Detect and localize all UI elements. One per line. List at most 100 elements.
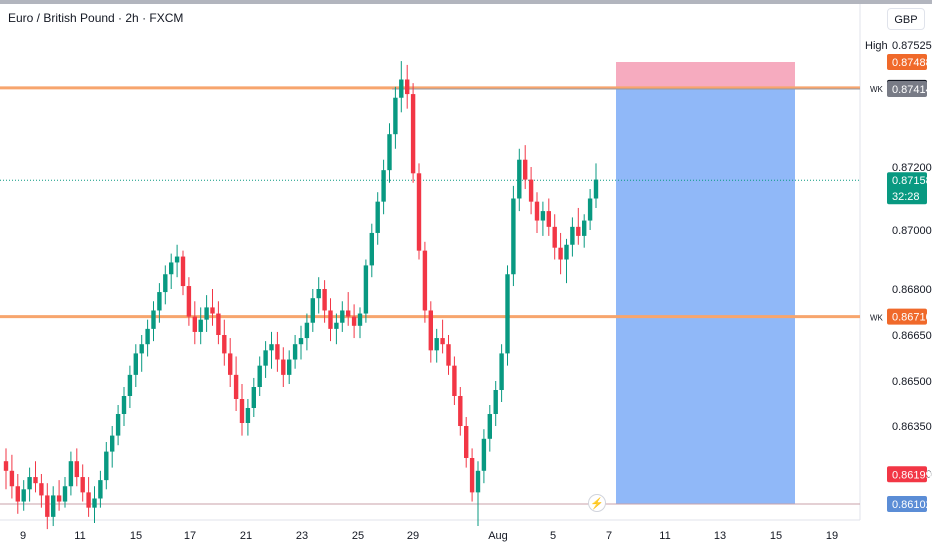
price-label-text: 0.87488 [892, 57, 932, 69]
candle-body [39, 483, 44, 496]
take-profit-zone [616, 88, 795, 505]
time-tick-label: 5 [550, 530, 556, 542]
candle-body [399, 79, 404, 98]
candle-body [104, 451, 109, 481]
candle-body [464, 426, 469, 458]
candle-body [257, 365, 262, 387]
price-tick-label: 0.86650 [892, 330, 932, 342]
price-label-badge [887, 496, 927, 512]
stop-loss-zone [616, 62, 795, 89]
candle-body [45, 495, 50, 517]
price-label-prefix: WK [870, 85, 884, 94]
candle-body [481, 438, 487, 471]
price-label-badge [887, 466, 927, 483]
candle-body [298, 338, 304, 345]
candle-body [334, 322, 339, 329]
candle-body [505, 274, 510, 354]
candle-body [416, 173, 422, 251]
candle-body [582, 220, 587, 236]
candle-body [74, 461, 79, 478]
candle-body [174, 256, 180, 263]
time-tick-label: 17 [184, 530, 196, 542]
candle-body [9, 470, 15, 487]
price-label-text: 0.87525 [892, 40, 932, 52]
time-tick-label: Aug [488, 530, 508, 542]
candle-body [86, 492, 91, 508]
time-tick-label: 19 [826, 530, 838, 542]
candle-body [210, 307, 215, 314]
flash-icon[interactable]: ⚡ [588, 494, 606, 512]
candle-body [3, 461, 9, 471]
candle-body [310, 298, 315, 323]
candle-body [98, 480, 103, 499]
candle-body [222, 335, 227, 354]
candle-body [570, 226, 575, 245]
candle-body [517, 159, 522, 199]
candle-body [251, 387, 256, 408]
candle-body [346, 310, 351, 317]
price-label-text: 0.87158 [892, 175, 932, 187]
candle-body [198, 319, 203, 332]
candle-body [169, 262, 174, 275]
price-label-badge [887, 37, 927, 53]
countdown-label: 32:28 [892, 191, 920, 203]
candle-body [452, 365, 457, 396]
candle-body [546, 211, 551, 227]
candle-body [51, 495, 56, 517]
candle-body [287, 359, 292, 375]
candle-body [493, 390, 498, 414]
price-label-text: 0.86710 [892, 312, 932, 324]
candle-body [440, 338, 445, 345]
candle-body [528, 179, 534, 202]
candle-body [322, 289, 327, 311]
candle-body [446, 344, 451, 366]
candle-body [428, 310, 433, 351]
candle-body [186, 286, 192, 317]
price-label-text: 0.87414 [892, 84, 932, 96]
candle-body [340, 310, 345, 323]
candle-body [275, 344, 280, 360]
candle-body [233, 374, 239, 399]
candle-body [410, 94, 416, 174]
price-label-prefix: WK [870, 314, 884, 323]
price-label-text: 0.86102 [892, 499, 932, 511]
candle-body [228, 353, 233, 375]
candle-body [369, 232, 374, 266]
price-tick-label: 0.86500 [892, 376, 932, 388]
candle-body [139, 344, 144, 354]
candle-body [192, 316, 197, 332]
candle-body [540, 211, 546, 221]
candle-body [68, 461, 74, 487]
price-label-prefix: High [865, 40, 888, 52]
candle-body [127, 374, 133, 396]
candle-body [157, 292, 162, 311]
candle-body [15, 486, 20, 502]
candle-body [62, 486, 68, 502]
candle-body [511, 198, 516, 275]
symbol-title[interactable]: Euro / British Pound · 2h · FXCM [8, 11, 184, 25]
candle-body [576, 226, 581, 236]
candle-body [163, 274, 168, 293]
candle-body [56, 495, 62, 502]
price-tick-label: 0.87000 [892, 225, 932, 237]
candle-body [393, 97, 398, 135]
candle-body [434, 338, 439, 351]
price-label-text: 0.86199 [892, 469, 932, 481]
candle-body [523, 159, 528, 180]
time-tick-label: 23 [296, 530, 308, 542]
currency-button[interactable]: GBP [887, 8, 925, 30]
candle-body [552, 226, 557, 248]
candle-body [499, 353, 504, 390]
candle-body [357, 313, 363, 326]
time-tick-label: 29 [407, 530, 419, 542]
candle-body [405, 79, 410, 95]
candle-body [387, 134, 392, 171]
candle-body [281, 359, 286, 375]
candle-body [27, 477, 32, 490]
time-tick-label: 11 [74, 530, 85, 542]
candle-body [204, 307, 209, 320]
time-tick-label: 15 [770, 530, 782, 542]
candle-body [151, 310, 156, 329]
